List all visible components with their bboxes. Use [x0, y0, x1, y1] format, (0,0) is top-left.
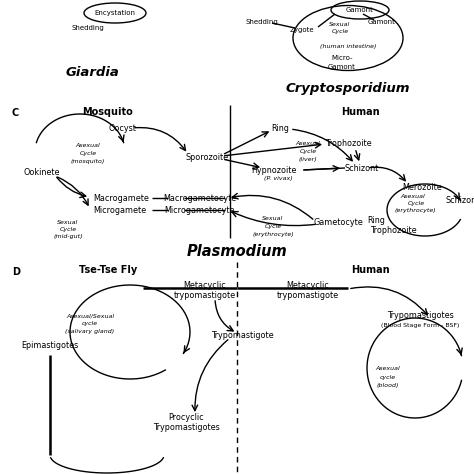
Text: trypomastigote: trypomastigote: [174, 292, 236, 301]
Text: Trypomastigote: Trypomastigote: [210, 330, 273, 339]
Text: Cycle: Cycle: [331, 28, 348, 34]
Text: Asexual/Sexual: Asexual/Sexual: [66, 313, 114, 319]
Text: Trypomastigotes: Trypomastigotes: [387, 311, 453, 320]
Text: Asexual: Asexual: [76, 143, 100, 147]
Text: Mosquito: Mosquito: [82, 107, 133, 117]
Text: Human: Human: [351, 265, 389, 275]
Text: (P. vivax): (P. vivax): [264, 175, 292, 181]
Text: (erythrocyte): (erythrocyte): [394, 208, 436, 212]
Text: Encystation: Encystation: [94, 10, 136, 16]
Text: Shedding: Shedding: [246, 19, 278, 25]
Text: cycle: cycle: [82, 321, 98, 327]
Text: Tse-Tse Fly: Tse-Tse Fly: [79, 265, 137, 275]
Text: Microgametocyte: Microgametocyte: [165, 206, 235, 215]
Text: Merozoite: Merozoite: [402, 182, 442, 191]
Text: Plasmodium: Plasmodium: [187, 245, 287, 259]
Text: Gametocyte: Gametocyte: [313, 218, 363, 227]
Text: Gamont: Gamont: [346, 7, 374, 13]
Text: (Blood Stage Form - BSF): (Blood Stage Form - BSF): [381, 322, 459, 328]
Text: Micro-: Micro-: [331, 55, 353, 61]
Text: Cycle: Cycle: [264, 224, 282, 228]
Text: (liver): (liver): [299, 156, 318, 162]
Text: Giardia: Giardia: [65, 65, 119, 79]
Text: Schizont: Schizont: [446, 195, 474, 204]
Text: (human intestine): (human intestine): [320, 44, 376, 48]
Text: Procyclic: Procyclic: [168, 413, 204, 422]
Text: D: D: [12, 267, 20, 277]
Text: Trypomastigotes: Trypomastigotes: [153, 422, 219, 431]
Text: Cycle: Cycle: [408, 201, 425, 206]
Text: Zygote: Zygote: [290, 27, 314, 33]
Text: Trophozoite: Trophozoite: [370, 226, 416, 235]
Text: Epimastigotes: Epimastigotes: [21, 340, 79, 349]
Text: Oocyst: Oocyst: [108, 124, 136, 133]
Text: Ring: Ring: [271, 124, 289, 133]
Text: Cycle: Cycle: [59, 227, 77, 231]
Text: cycle: cycle: [380, 374, 396, 380]
Text: Metacyclic: Metacyclic: [287, 282, 329, 291]
Text: Schizont: Schizont: [345, 164, 379, 173]
Text: Macrogamete: Macrogamete: [93, 193, 149, 202]
Text: (erythrocyte): (erythrocyte): [252, 231, 294, 237]
Text: Cryptosporidium: Cryptosporidium: [286, 82, 410, 94]
Text: (salivary gland): (salivary gland): [65, 329, 115, 335]
Text: Metacyclic: Metacyclic: [183, 282, 227, 291]
Text: (mosquito): (mosquito): [71, 158, 105, 164]
Text: Sporozoite: Sporozoite: [185, 153, 228, 162]
Text: Cycle: Cycle: [300, 148, 317, 154]
Text: Cycle: Cycle: [80, 151, 97, 155]
Text: Trophozoite: Trophozoite: [325, 138, 371, 147]
Text: Shedding: Shedding: [72, 25, 104, 31]
Text: Hypnozoite: Hypnozoite: [251, 165, 297, 174]
Text: Gamont: Gamont: [328, 64, 356, 70]
Text: (blood): (blood): [377, 383, 399, 389]
Text: Asexual: Asexual: [296, 140, 320, 146]
Text: Sexual: Sexual: [57, 219, 79, 225]
Text: Ookinete: Ookinete: [24, 167, 60, 176]
Text: (mid-gut): (mid-gut): [53, 234, 83, 238]
Text: C: C: [12, 108, 19, 118]
Text: Asexual: Asexual: [375, 365, 401, 371]
Text: Ring: Ring: [367, 216, 385, 225]
Text: trypomastigote: trypomastigote: [277, 292, 339, 301]
Text: Asexual: Asexual: [401, 193, 425, 199]
Text: Sexual: Sexual: [329, 21, 351, 27]
Text: Gamont: Gamont: [368, 19, 396, 25]
Text: Macrogametocyte: Macrogametocyte: [164, 193, 237, 202]
Text: Human: Human: [341, 107, 379, 117]
Text: Sexual: Sexual: [263, 216, 283, 220]
Text: Microgamete: Microgamete: [93, 206, 146, 215]
